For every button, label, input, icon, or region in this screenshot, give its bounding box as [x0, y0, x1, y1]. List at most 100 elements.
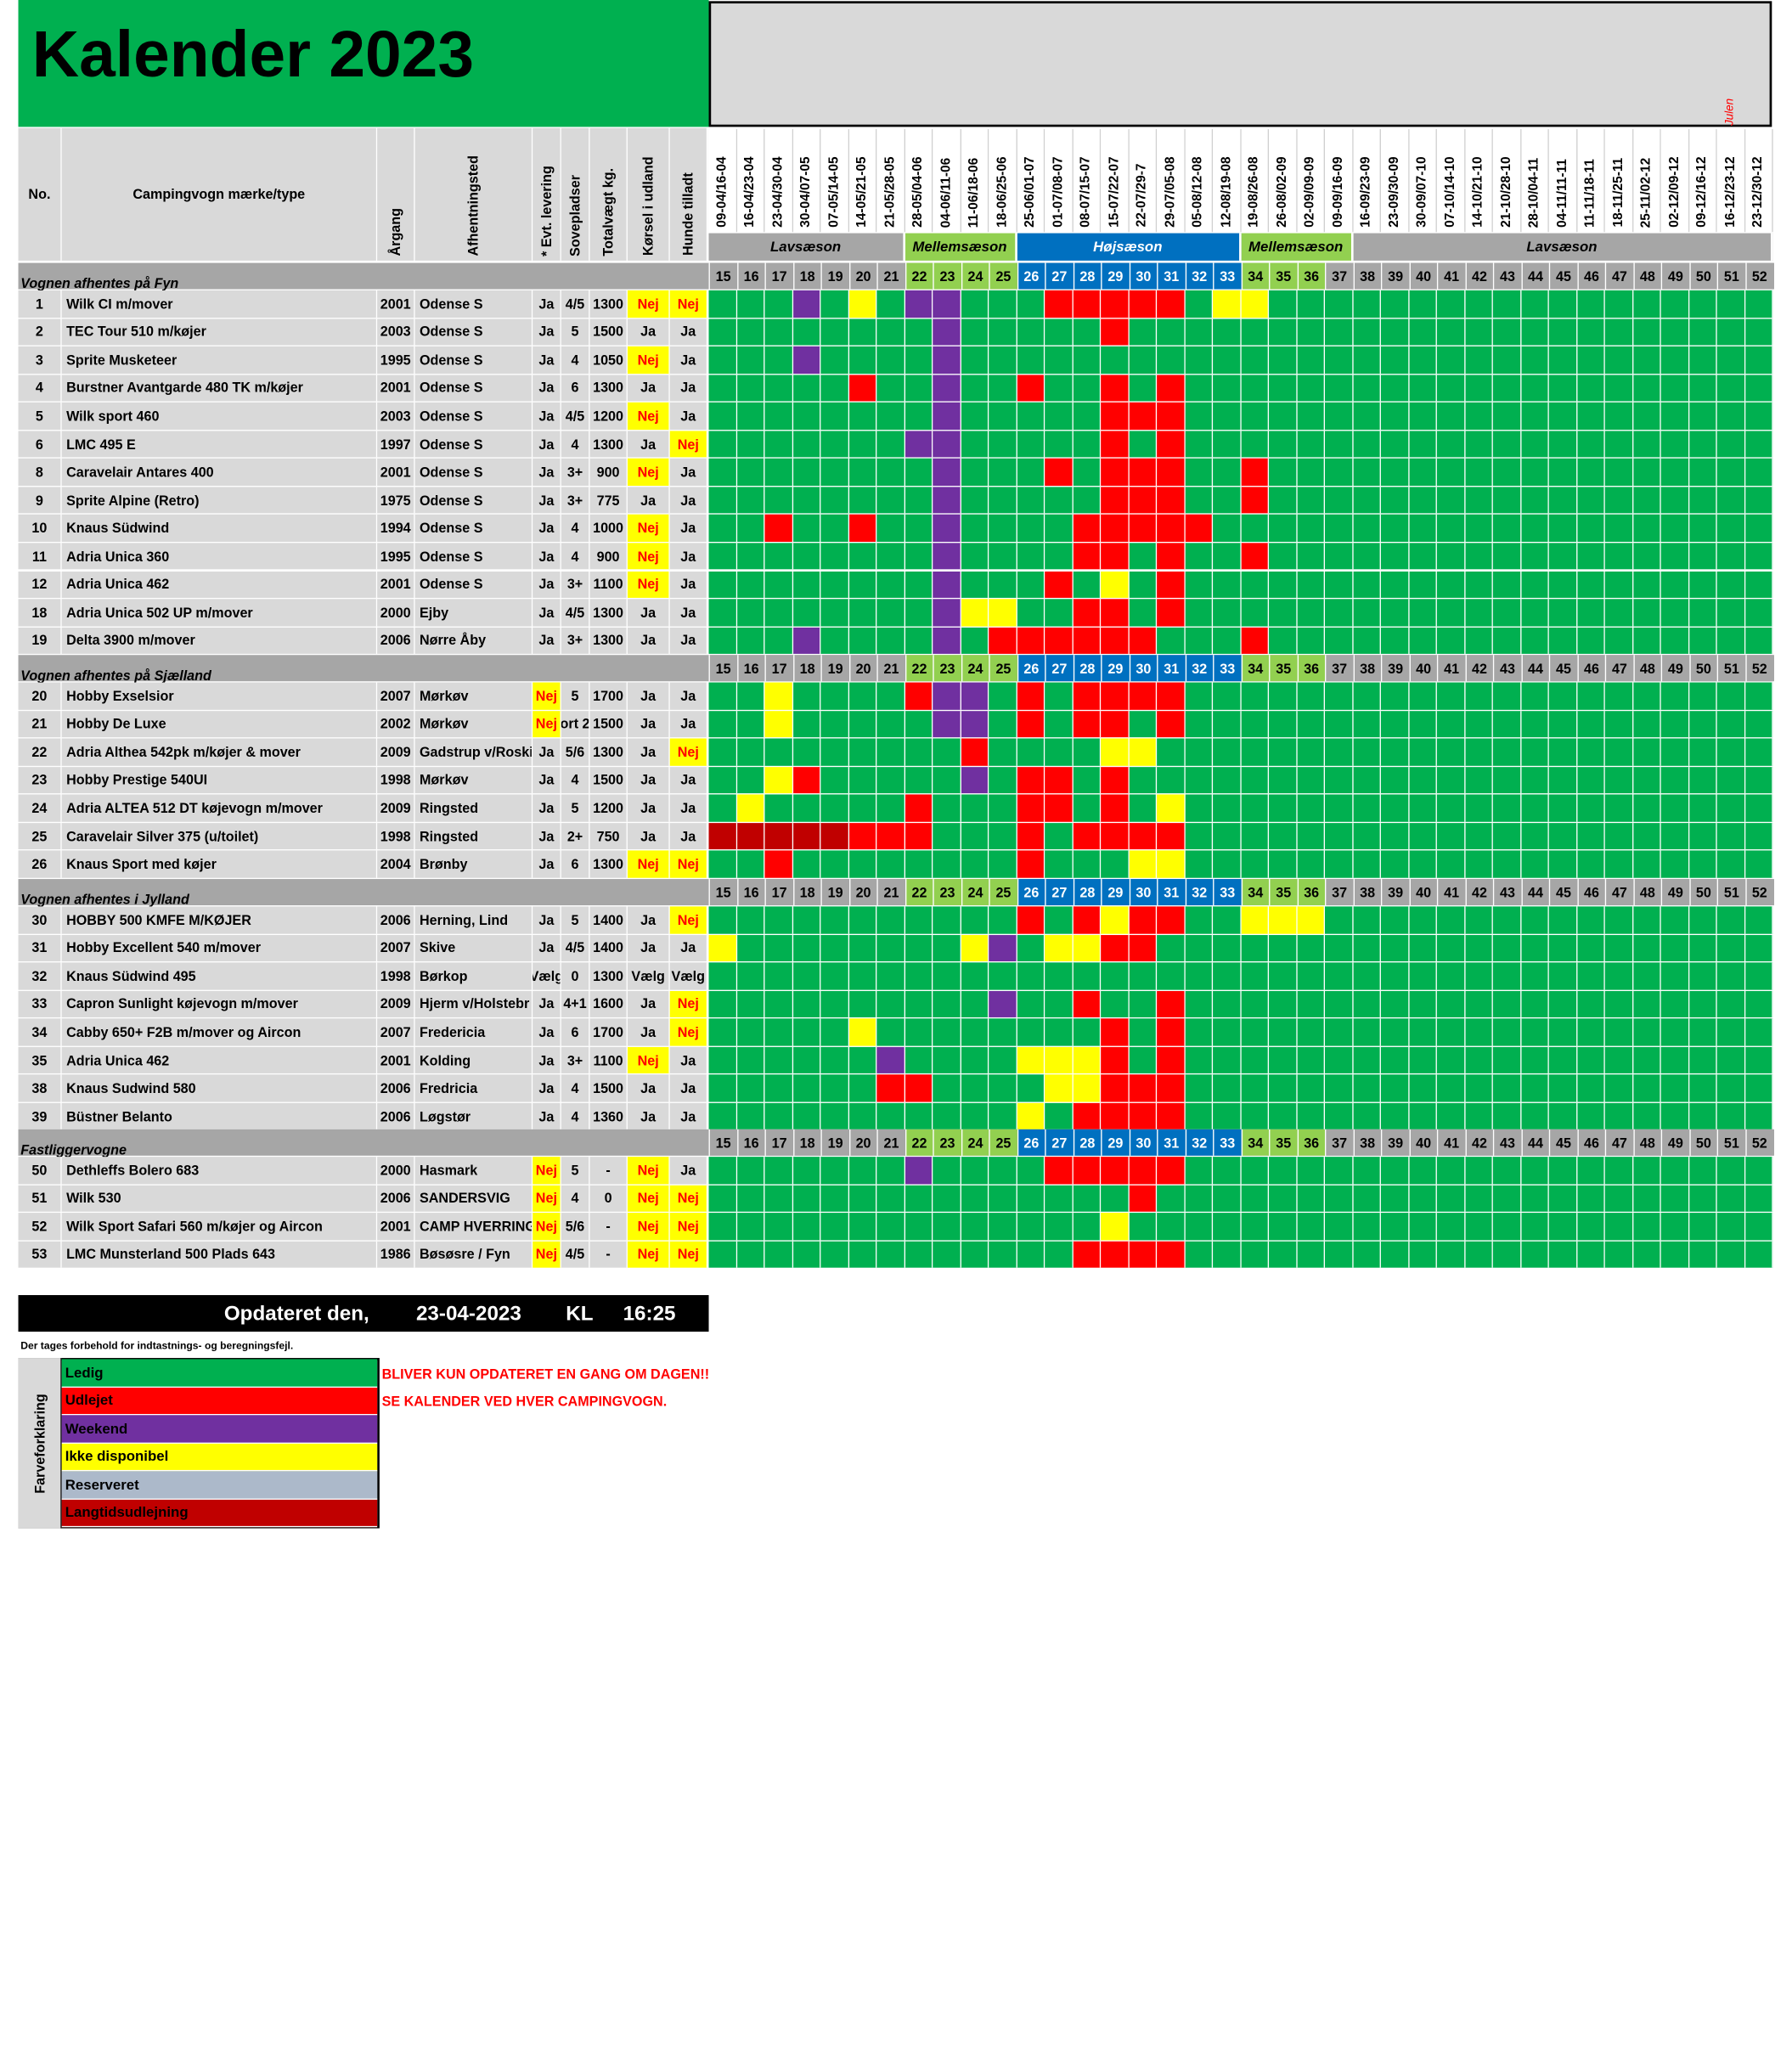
- calendar-cell[interactable]: [1045, 850, 1074, 878]
- calendar-cell[interactable]: [961, 906, 989, 934]
- calendar-cell[interactable]: [1688, 346, 1717, 374]
- calendar-cell[interactable]: [1604, 515, 1633, 542]
- calendar-cell[interactable]: [961, 1213, 989, 1240]
- calendar-cell[interactable]: [1101, 487, 1130, 514]
- calendar-cell[interactable]: [1185, 543, 1214, 570]
- calendar-cell[interactable]: [1101, 850, 1130, 878]
- calendar-cell[interactable]: [764, 766, 793, 794]
- calendar-cell[interactable]: [904, 375, 933, 402]
- calendar-cell[interactable]: [1464, 487, 1493, 514]
- calendar-cell[interactable]: [961, 710, 989, 738]
- calendar-cell[interactable]: [1017, 515, 1045, 542]
- calendar-cell[interactable]: [1157, 318, 1186, 346]
- calendar-cell[interactable]: [1408, 906, 1437, 934]
- calendar-cell[interactable]: [989, 459, 1017, 486]
- calendar-cell[interactable]: [1213, 515, 1242, 542]
- calendar-cell[interactable]: [1688, 962, 1717, 990]
- calendar-cell[interactable]: [820, 318, 849, 346]
- calendar-cell[interactable]: [1269, 459, 1298, 486]
- calendar-cell[interactable]: [1352, 346, 1381, 374]
- calendar-cell[interactable]: [708, 627, 737, 655]
- calendar-cell[interactable]: [1744, 1157, 1773, 1184]
- calendar-cell[interactable]: [1464, 990, 1493, 1018]
- calendar-cell[interactable]: [1520, 794, 1549, 822]
- calendar-cell[interactable]: [1744, 1185, 1773, 1212]
- calendar-cell[interactable]: [1017, 990, 1045, 1018]
- calendar-cell[interactable]: [1185, 934, 1214, 962]
- calendar-cell[interactable]: [1129, 290, 1158, 318]
- calendar-cell[interactable]: [848, 346, 877, 374]
- calendar-cell[interactable]: [708, 1185, 737, 1212]
- calendar-cell[interactable]: [1520, 1074, 1549, 1102]
- calendar-cell[interactable]: [1129, 1046, 1158, 1074]
- calendar-cell[interactable]: [1380, 1213, 1409, 1240]
- calendar-cell[interactable]: [792, 403, 821, 430]
- calendar-cell[interactable]: [1436, 990, 1465, 1018]
- calendar-cell[interactable]: [1101, 375, 1130, 402]
- calendar-cell[interactable]: [1073, 794, 1102, 822]
- calendar-cell[interactable]: [1157, 906, 1186, 934]
- calendar-cell[interactable]: [1492, 850, 1521, 878]
- calendar-cell[interactable]: [1688, 1074, 1717, 1102]
- calendar-cell[interactable]: [708, 1102, 737, 1130]
- calendar-cell[interactable]: [1464, 850, 1493, 878]
- calendar-cell[interactable]: [904, 1046, 933, 1074]
- calendar-cell[interactable]: [1660, 599, 1689, 626]
- calendar-cell[interactable]: [708, 962, 737, 990]
- calendar-cell[interactable]: [764, 1102, 793, 1130]
- calendar-cell[interactable]: [1520, 459, 1549, 486]
- calendar-cell[interactable]: [1632, 794, 1661, 822]
- calendar-cell[interactable]: [1045, 710, 1074, 738]
- calendar-cell[interactable]: [764, 487, 793, 514]
- calendar-cell[interactable]: [736, 1185, 765, 1212]
- calendar-cell[interactable]: [820, 487, 849, 514]
- calendar-cell[interactable]: [764, 1213, 793, 1240]
- calendar-cell[interactable]: [904, 850, 933, 878]
- calendar-cell[interactable]: [1380, 1241, 1409, 1268]
- calendar-cell[interactable]: [989, 403, 1017, 430]
- calendar-cell[interactable]: [1129, 346, 1158, 374]
- calendar-cell[interactable]: [1548, 738, 1577, 766]
- calendar-cell[interactable]: [1073, 1213, 1102, 1240]
- calendar-cell[interactable]: [848, 1185, 877, 1212]
- calendar-cell[interactable]: [961, 627, 989, 655]
- calendar-cell[interactable]: [1129, 934, 1158, 962]
- calendar-cell[interactable]: [1045, 1213, 1074, 1240]
- caravan-row[interactable]: 24 Adria ALTEA 512 DT køjevogn m/mover 200…: [18, 794, 1774, 823]
- calendar-cell[interactable]: [1464, 375, 1493, 402]
- calendar-cell[interactable]: [1408, 1157, 1437, 1184]
- calendar-cell[interactable]: [1269, 1185, 1298, 1212]
- calendar-cell[interactable]: [1325, 1046, 1353, 1074]
- calendar-cell[interactable]: [1297, 318, 1326, 346]
- calendar-cell[interactable]: [1408, 571, 1437, 598]
- calendar-cell[interactable]: [1548, 850, 1577, 878]
- calendar-cell[interactable]: [1604, 962, 1633, 990]
- calendar-cell[interactable]: [1241, 346, 1270, 374]
- calendar-cell[interactable]: [1632, 934, 1661, 962]
- calendar-cell[interactable]: [1325, 1102, 1353, 1130]
- calendar-cell[interactable]: [1352, 487, 1381, 514]
- calendar-cell[interactable]: [708, 543, 737, 570]
- calendar-cell[interactable]: [1185, 1018, 1214, 1046]
- calendar-cell[interactable]: [736, 682, 765, 710]
- calendar-cell[interactable]: [1744, 962, 1773, 990]
- calendar-cell[interactable]: [1213, 710, 1242, 738]
- calendar-cell[interactable]: [792, 515, 821, 542]
- calendar-cell[interactable]: [933, 627, 961, 655]
- calendar-cell[interactable]: [1744, 375, 1773, 402]
- calendar-cell[interactable]: [1045, 1157, 1074, 1184]
- calendar-cell[interactable]: [1017, 682, 1045, 710]
- calendar-cell[interactable]: [1520, 1046, 1549, 1074]
- calendar-cell[interactable]: [1185, 318, 1214, 346]
- calendar-cell[interactable]: [1157, 710, 1186, 738]
- calendar-cell[interactable]: [1520, 822, 1549, 850]
- calendar-cell[interactable]: [708, 375, 737, 402]
- calendar-cell[interactable]: [1688, 543, 1717, 570]
- calendar-cell[interactable]: [1380, 487, 1409, 514]
- calendar-cell[interactable]: [1688, 627, 1717, 655]
- calendar-cell[interactable]: [848, 822, 877, 850]
- calendar-cell[interactable]: [1129, 1241, 1158, 1268]
- calendar-cell[interactable]: [1325, 403, 1353, 430]
- calendar-cell[interactable]: [1045, 1185, 1074, 1212]
- calendar-cell[interactable]: [1520, 627, 1549, 655]
